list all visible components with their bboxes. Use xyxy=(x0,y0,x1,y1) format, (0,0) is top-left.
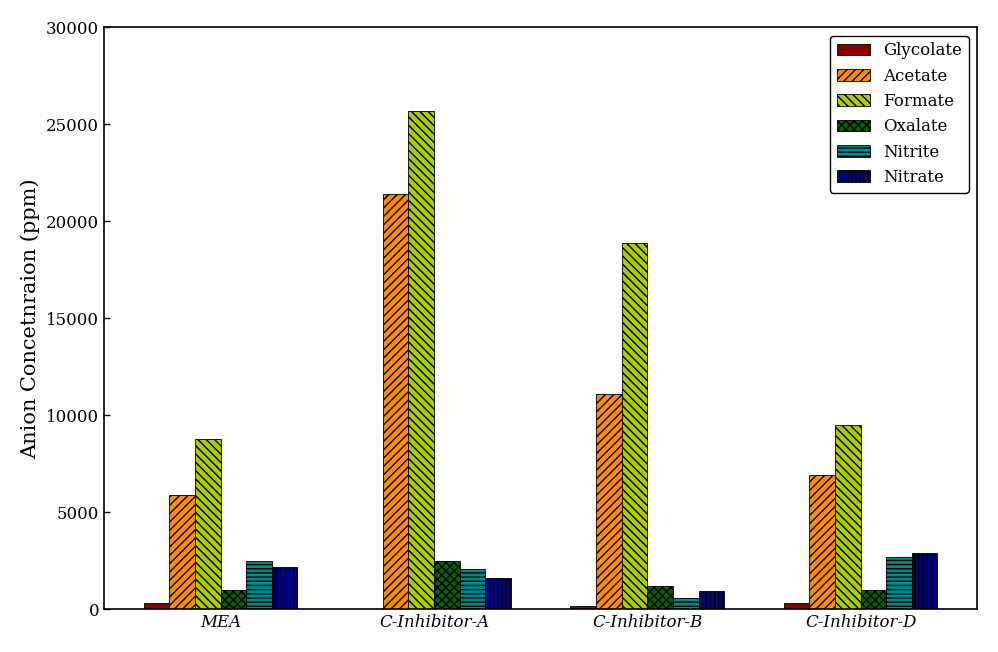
Bar xyxy=(247,561,271,610)
Bar xyxy=(622,243,648,610)
Bar xyxy=(648,586,673,610)
Bar xyxy=(144,602,170,610)
Bar xyxy=(673,598,699,610)
Bar xyxy=(170,495,195,610)
Bar xyxy=(382,194,408,610)
Legend: Glycolate, Acetate, Formate, Oxalate, Nitrite, Nitrate: Glycolate, Acetate, Formate, Oxalate, Ni… xyxy=(830,36,969,193)
Bar xyxy=(860,590,886,610)
Bar xyxy=(271,567,297,610)
Bar xyxy=(485,578,511,610)
Bar xyxy=(221,590,247,610)
Bar xyxy=(912,553,937,610)
Bar xyxy=(699,591,725,610)
Bar xyxy=(835,425,860,610)
Bar xyxy=(408,111,434,610)
Bar xyxy=(596,394,622,610)
Bar xyxy=(886,557,912,610)
Bar xyxy=(809,475,835,610)
Bar xyxy=(434,561,459,610)
Y-axis label: Anion Concetnraion (ppm): Anion Concetnraion (ppm) xyxy=(21,178,41,458)
Bar xyxy=(459,569,485,610)
Bar xyxy=(571,606,596,610)
Bar xyxy=(783,602,809,610)
Bar xyxy=(195,439,221,610)
